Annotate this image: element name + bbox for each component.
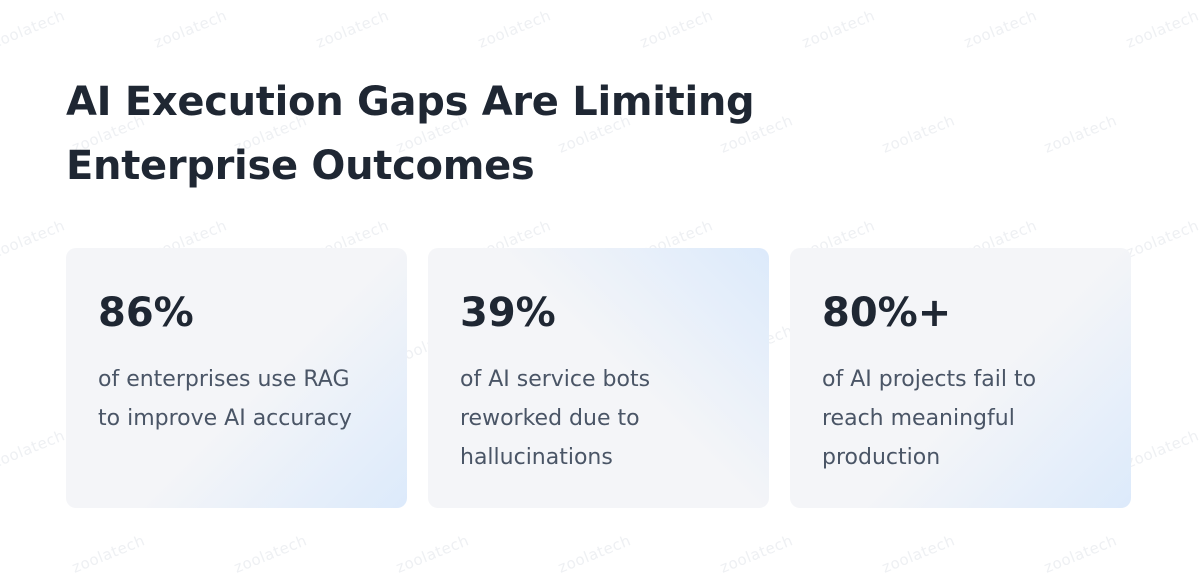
watermark: zoolatech (879, 531, 958, 574)
watermark: zoolatech (313, 6, 392, 52)
watermark: zoolatech (1123, 6, 1200, 52)
watermark: zoolatech (0, 216, 68, 262)
watermark: zoolatech (555, 531, 634, 574)
stat-card: 80%+ of AI projects fail to reach meanin… (790, 248, 1131, 508)
watermark: zoolatech (231, 531, 310, 574)
title: AI Execution Gaps Are Limiting Enterpris… (66, 79, 755, 189)
watermark: zoolatech (799, 6, 878, 52)
watermark: zoolatech (1123, 426, 1200, 472)
watermark: zoolatech (637, 6, 716, 52)
watermark: zoolatech (475, 6, 554, 52)
watermark: zoolatech (1123, 216, 1200, 262)
stat-value: 80%+ (822, 290, 952, 336)
stat-description: of enterprises use RAG to improve AI acc… (98, 367, 352, 431)
stat-card: 39% of AI service bots reworked due to h… (428, 248, 769, 508)
watermark: zoolatech (717, 531, 796, 574)
stat-value: 39% (460, 290, 556, 336)
stat-value: 86% (98, 290, 194, 336)
stat-description: of AI service bots reworked due to hallu… (460, 367, 651, 470)
watermark: zoolatech (0, 426, 68, 472)
watermark: zoolatech (1041, 111, 1120, 157)
watermark: zoolatech (0, 6, 68, 52)
watermark: zoolatech (1041, 531, 1120, 574)
stat-description: of AI projects fail to reach meaningful … (822, 367, 1037, 470)
watermark: zoolatech (393, 531, 472, 574)
watermark: zoolatech (879, 111, 958, 157)
watermark: zoolatech (151, 6, 230, 52)
watermark: zoolatech (69, 531, 148, 574)
watermark: zoolatech (961, 6, 1040, 52)
stat-card: 86% of enterprises use RAG to improve AI… (66, 248, 407, 508)
